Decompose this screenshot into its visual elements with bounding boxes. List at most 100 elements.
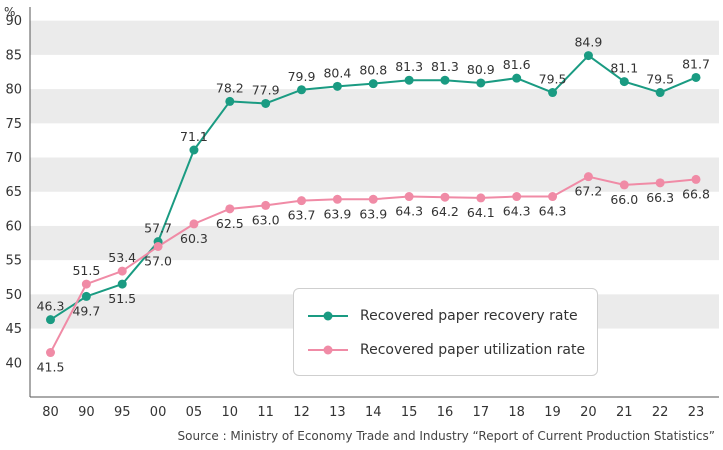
x-tick-label: 90 [78,405,95,420]
data-label: 81.3 [395,59,423,74]
data-point [332,81,342,91]
data-label: 63.7 [288,208,316,223]
data-label: 64.1 [467,205,495,220]
legend-marker-recovery [308,311,348,321]
x-tick-label: 11 [257,405,274,420]
axes [29,7,719,398]
legend-label-utilization: Recovered paper utilization rate [360,342,586,358]
y-tick-label: 85 [5,48,22,63]
grid-band [30,89,719,124]
source-note: Source : Ministry of Economy Trade and I… [177,429,715,443]
y-tick-label: 45 [5,322,22,337]
data-point [117,266,127,276]
data-point [153,241,163,251]
data-point [512,73,522,83]
legend-marker-utilization [308,345,348,355]
data-point [297,196,307,206]
data-point [404,75,414,85]
data-label: 53.4 [108,250,136,265]
legend-item-utilization: Recovered paper utilization rate [308,339,585,361]
data-point [117,279,127,289]
grid-band [30,20,719,55]
data-label: 78.2 [216,80,244,95]
data-point [548,192,558,202]
y-tick-label: 80 [5,83,22,98]
x-tick-label: 15 [401,405,418,420]
data-point [512,192,522,202]
data-point [46,315,55,325]
x-axis-ticks: 80 90 95 00 05 10 11 12 13 14 15 16 17 18 19 20 21 22 23 [42,405,704,420]
y-tick-label: 70 [5,151,22,166]
data-point [548,88,558,98]
data-label: 49.7 [72,303,100,318]
data-label: 63.9 [359,206,387,221]
grid-band [30,157,719,192]
x-tick-label: 13 [329,405,346,420]
y-tick-label: 65 [5,185,22,200]
y-tick-label: 40 [5,356,22,371]
data-label: 63.0 [252,212,280,227]
data-point [225,96,235,106]
data-point [440,75,450,85]
data-label: 81.1 [610,61,638,76]
x-tick-label: 19 [544,405,561,420]
data-point [583,51,593,61]
data-label: 67.2 [574,184,602,199]
data-label: 66.0 [610,192,638,207]
data-point [404,192,414,202]
y-tick-label: 75 [5,117,22,132]
x-tick-label: 20 [580,405,597,420]
data-label: 81.7 [682,56,710,71]
data-label: 71.1 [180,129,208,144]
y-axis-unit: % [4,5,15,19]
data-point [368,194,378,204]
data-label: 57.0 [144,253,172,268]
data-label: 81.6 [503,57,531,72]
data-point [583,172,593,182]
data-point [297,85,307,95]
x-tick-label: 80 [42,405,59,420]
data-point [655,178,665,188]
data-label: 64.3 [539,204,567,219]
data-label: 84.9 [574,35,602,50]
data-point [46,348,55,358]
data-label: 64.3 [503,204,531,219]
data-point [619,180,629,190]
data-label: 80.4 [323,65,351,80]
x-tick-label: 18 [508,405,525,420]
data-point [440,192,450,202]
data-point [225,204,235,214]
data-point [81,279,91,289]
data-point [261,98,271,108]
data-label: 64.2 [431,204,459,219]
legend: Recovered paper recovery rate Recovered … [293,288,598,376]
data-label: 64.3 [395,204,423,219]
x-tick-label: 21 [616,405,633,420]
data-label: 63.9 [323,206,351,221]
data-label: 80.9 [467,62,495,77]
series-points [46,51,701,358]
data-label: 51.5 [72,263,100,278]
data-label: 80.8 [359,63,387,78]
x-tick-label: 12 [293,405,310,420]
data-point [691,174,701,184]
data-point [655,88,665,98]
legend-label-recovery: Recovered paper recovery rate [360,308,578,324]
data-label: 79.5 [646,72,674,87]
data-point [189,219,199,229]
data-label: 77.9 [252,82,280,97]
data-labels: 46.3 49.7 51.5 57.7 71.1 78.2 77.9 79.9 80.4 80.8… [37,35,710,375]
data-label: 81.3 [431,59,459,74]
x-tick-label: 05 [186,405,203,420]
data-label: 62.5 [216,216,244,231]
x-tick-label: 10 [222,405,239,420]
x-tick-label: 23 [688,405,705,420]
data-point [81,291,91,301]
data-label: 51.5 [108,291,136,306]
y-axis-ticks: 40 45 50 55 60 65 70 75 80 85 90 [5,14,22,371]
data-label: 66.3 [646,190,674,205]
x-tick-label: 17 [473,405,490,420]
data-point [619,77,629,87]
data-label: 57.7 [144,221,172,236]
y-tick-label: 60 [5,219,22,234]
